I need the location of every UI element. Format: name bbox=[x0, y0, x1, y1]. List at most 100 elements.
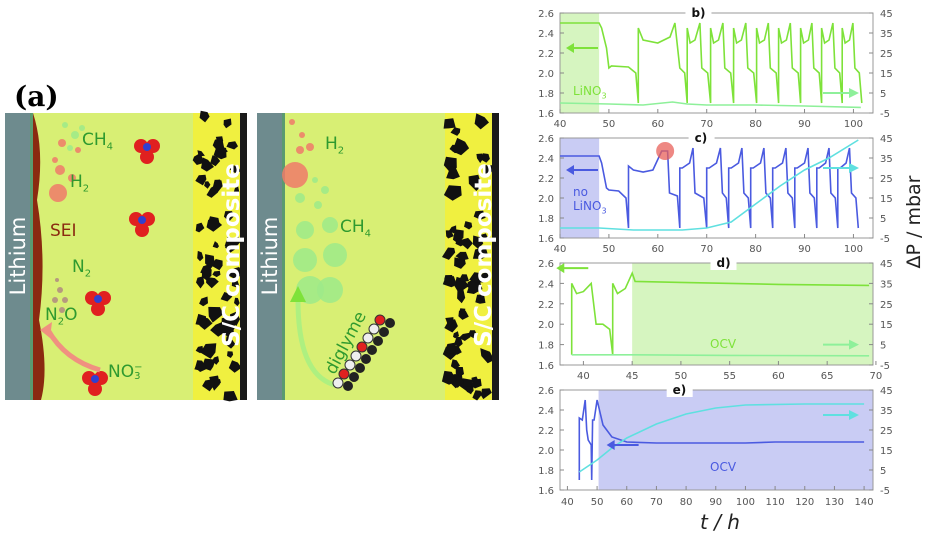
composite-particle bbox=[468, 174, 482, 191]
composite-particle bbox=[475, 294, 486, 304]
ch4-bubble bbox=[314, 201, 322, 209]
composite-particle bbox=[201, 157, 214, 172]
panel-label: b) bbox=[691, 6, 705, 20]
composite-particle bbox=[454, 336, 462, 345]
oxygen-atom bbox=[135, 223, 149, 237]
sc-composite-particles bbox=[441, 113, 495, 401]
composite-particle bbox=[474, 113, 489, 130]
reduction-arrowhead bbox=[40, 322, 52, 338]
ch4-bubble bbox=[312, 177, 318, 183]
annotation-b: LiNO3 bbox=[573, 84, 607, 101]
composite-particle bbox=[212, 270, 221, 278]
sei-layer bbox=[33, 113, 45, 400]
composite-particle bbox=[197, 150, 205, 157]
composite-particle bbox=[206, 219, 223, 232]
label-h2-right: H2 bbox=[325, 134, 345, 157]
composite-particle bbox=[471, 378, 482, 389]
composite-particle bbox=[231, 280, 240, 288]
x-tick-label: 80 bbox=[749, 244, 762, 255]
composite-particle bbox=[464, 221, 473, 230]
composite-particle bbox=[458, 310, 469, 320]
composite-particle bbox=[212, 138, 225, 151]
atom bbox=[349, 372, 359, 382]
x-axis-label: t / h bbox=[700, 510, 740, 534]
oxygen-atom bbox=[140, 150, 154, 164]
composite-particle bbox=[192, 153, 205, 165]
y2-tick-label: 5 bbox=[880, 466, 886, 477]
atom bbox=[385, 318, 395, 328]
nitrate-molecule bbox=[82, 371, 108, 396]
composite-particle bbox=[195, 174, 207, 186]
atom bbox=[367, 345, 377, 355]
y2-tick-label: -5 bbox=[880, 234, 890, 245]
reduction-arrow bbox=[45, 328, 101, 373]
panel-label-bg bbox=[710, 256, 737, 270]
lithium-electrode bbox=[5, 113, 30, 400]
x-tick-label: 100 bbox=[844, 119, 863, 130]
nitrogen-atom bbox=[94, 295, 102, 303]
gas-arrow bbox=[295, 299, 336, 388]
x-tick-label: 60 bbox=[651, 119, 664, 130]
y2-tick-label: 45 bbox=[880, 134, 893, 145]
h2-bubble bbox=[55, 165, 65, 175]
x-tick-label: 55 bbox=[723, 371, 736, 382]
ch4-bubble bbox=[322, 217, 338, 233]
composite-particle bbox=[453, 331, 459, 339]
composite-particle bbox=[233, 186, 240, 196]
x-tick-label: 50 bbox=[603, 119, 616, 130]
right-y-axis-label: ΔP / mbar bbox=[903, 175, 925, 269]
y2-tick-label: 15 bbox=[880, 320, 893, 331]
y-tick-label: 2.2 bbox=[538, 174, 554, 185]
panel-label-bg bbox=[688, 131, 715, 145]
composite-particle bbox=[226, 141, 238, 150]
y-tick-label: 1.6 bbox=[538, 109, 554, 120]
h2-bubble bbox=[296, 146, 304, 154]
y-tick-label: 2.6 bbox=[538, 134, 554, 145]
composite-particle bbox=[455, 251, 469, 261]
composite-particle bbox=[450, 359, 460, 370]
y2-tick-label: 5 bbox=[880, 341, 886, 352]
chart-panel-b: 40 50 60 70 80 90 100 1.6 1.8 2.0 2.2 2.4 2.6 -5 5 15 25… bbox=[538, 6, 893, 130]
y-tick-label: 2.4 bbox=[538, 279, 554, 290]
y-tick-label: 2.0 bbox=[538, 446, 554, 457]
nitrogen-atom bbox=[138, 216, 146, 224]
voltage-line bbox=[560, 22, 863, 104]
composite-particle bbox=[197, 250, 204, 262]
arrowhead-left-icon bbox=[606, 440, 615, 450]
y-tick-label: 1.6 bbox=[538, 486, 554, 497]
composite-particle bbox=[472, 390, 483, 401]
composite-particle bbox=[480, 348, 495, 364]
composite-particle bbox=[199, 110, 210, 123]
y2-tick-label: 25 bbox=[880, 49, 893, 60]
x-tick-label: 120 bbox=[795, 497, 814, 508]
atom bbox=[368, 323, 380, 335]
ch4-bubble bbox=[296, 221, 314, 239]
ch4-bubble bbox=[317, 277, 343, 303]
x-tick-label: 100 bbox=[736, 497, 755, 508]
x-tick-label: 40 bbox=[554, 119, 567, 130]
y2-tick-label: 45 bbox=[880, 9, 893, 20]
n2-bubble bbox=[59, 307, 65, 313]
y-tick-label: 2.2 bbox=[538, 426, 554, 437]
y-tick-label: 2.6 bbox=[538, 386, 554, 397]
y2-tick-label: 25 bbox=[880, 426, 893, 437]
electrode-surface bbox=[30, 113, 33, 400]
composite-particle bbox=[442, 276, 457, 288]
x-tick-label: 90 bbox=[798, 119, 811, 130]
shaded-region bbox=[632, 263, 873, 365]
x-tick-label: 80 bbox=[680, 497, 693, 508]
arrowhead-right-icon bbox=[849, 163, 859, 173]
y2-tick-label: 35 bbox=[880, 29, 893, 40]
composite-particle bbox=[445, 230, 454, 239]
atom bbox=[379, 327, 389, 337]
y2-tick-label: 25 bbox=[880, 300, 893, 311]
y-tick-label: 2.0 bbox=[538, 320, 554, 331]
atom bbox=[332, 377, 344, 389]
y-tick-label: 2.0 bbox=[538, 194, 554, 205]
chart-panel-d: 40 45 50 55 60 65 70 1.6 1.8 2.0 2.2 2.4 2.6 -5 5 15 25 3… bbox=[538, 256, 893, 382]
composite-particle bbox=[195, 313, 207, 326]
h2-bubble bbox=[49, 184, 67, 202]
composite-particle bbox=[234, 297, 240, 307]
x-tick-label: 130 bbox=[825, 497, 844, 508]
electrode-lithium-right: Lithium bbox=[258, 216, 282, 296]
